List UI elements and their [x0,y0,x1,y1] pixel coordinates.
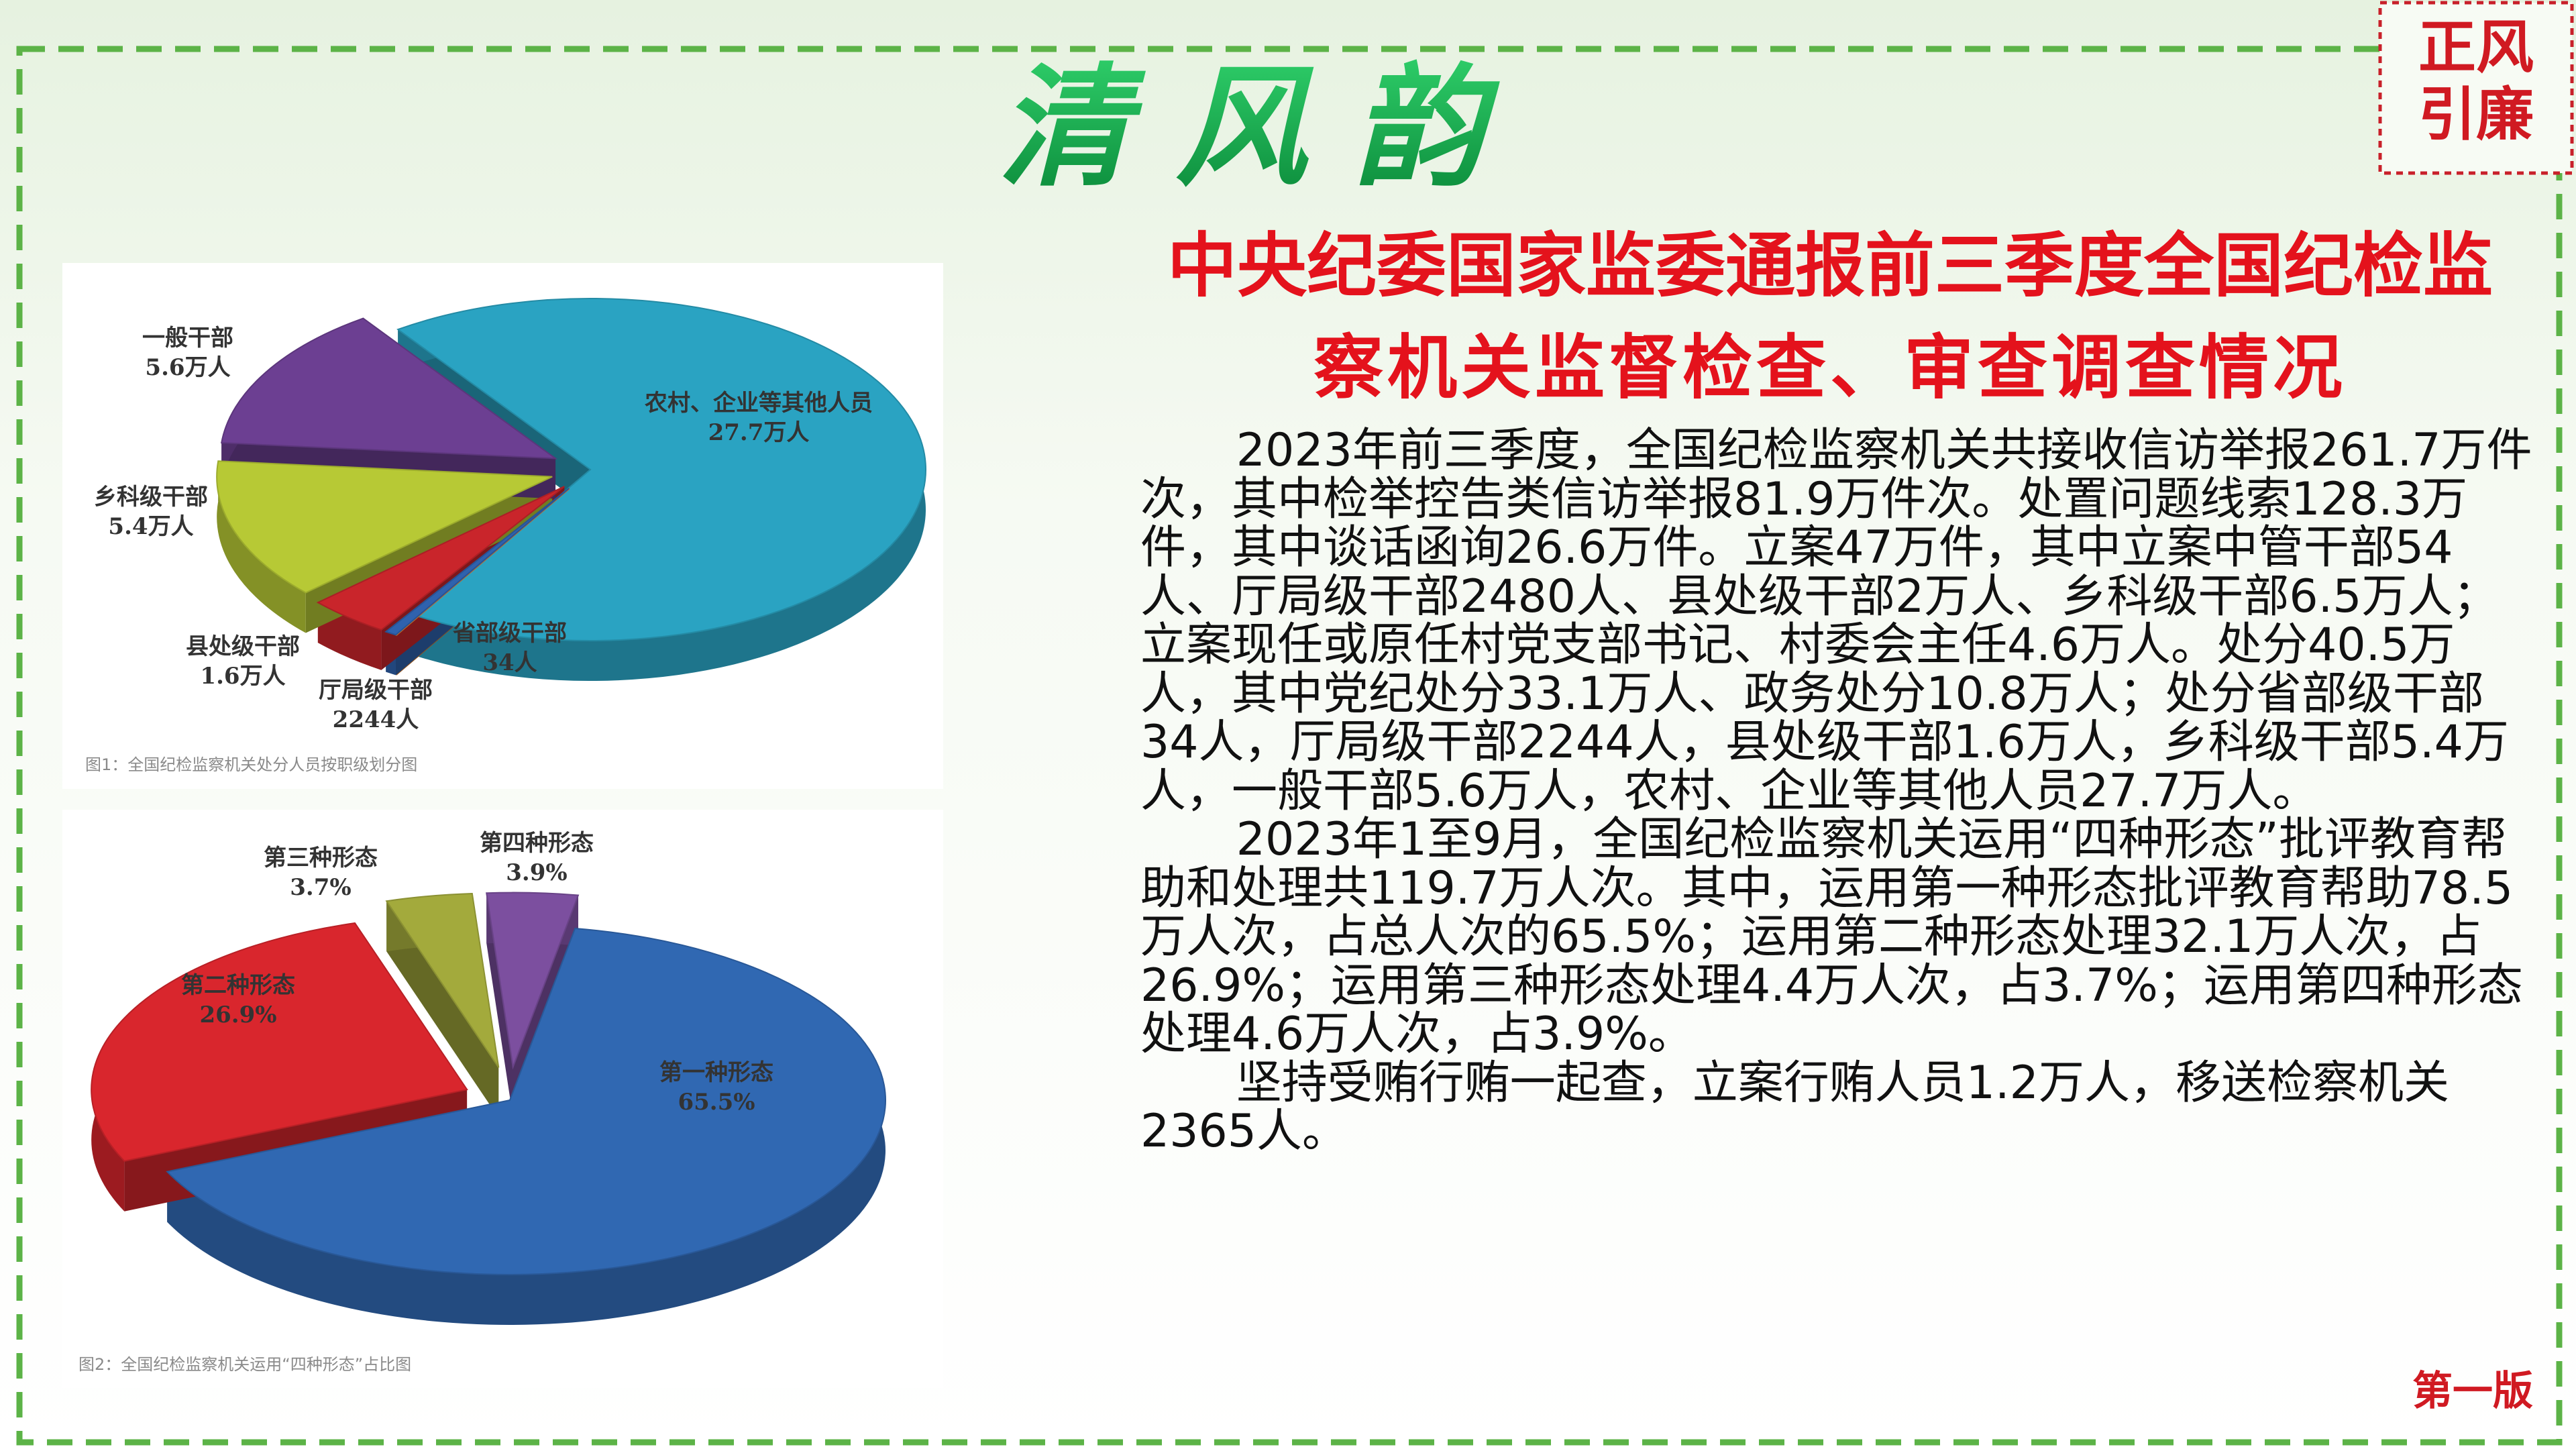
slice-name: 第三种形态 [264,845,378,871]
page-border [16,46,2563,1446]
slice-name: 一般干部 [142,325,233,352]
slice-value-label: 65.5% [678,1089,755,1116]
slice-name: 第一种形态 [659,1059,773,1086]
pie-slice [216,460,553,594]
paragraph: 2023年前三季度，全国纪检监察机关共接收信访举报261.7万件次，其中检举控告… [1140,424,2532,818]
pie-slice [396,298,926,641]
slice-name: 县处级干部 [186,633,300,660]
edition-label: 第一版 [2412,1368,2533,1415]
pie-slice [91,922,468,1162]
slice-name: 厅局级干部 [319,677,433,704]
slice-value-label: 5.4万人 [108,513,193,540]
slice-wall [486,893,578,1118]
slice-name: 第四种形态 [480,830,594,857]
slice-side [217,461,306,633]
slice-value-label: 3.7% [290,874,351,901]
stamp-text: 引廉 [2418,80,2534,148]
slice-wall [221,318,556,499]
headline: 中央纪委国家监委通报前三季度全国纪检监 [1167,224,2493,307]
pie-slice [384,488,570,636]
slice-value-label: 27.7万人 [708,419,810,446]
slice-value-label: 3.9% [506,859,567,886]
pie-slice [221,317,558,460]
pie-slice [316,486,565,631]
slice-value-label: 26.9% [199,1002,276,1028]
page-title: 清 风 韵 [998,50,1500,205]
slice-value-label: 1.6万人 [200,663,285,690]
slice-wall [386,894,499,1118]
slice-value-label: 2244人 [333,706,419,733]
slice-name: 农村、企业等其他人员 [645,390,873,417]
slice-name: 乡科级干部 [94,484,208,511]
slice-name: 省部级干部 [453,620,567,647]
pie-slice [385,892,500,1068]
slice-name: 第二种形态 [181,972,295,999]
slice-value-label: 34人 [482,649,537,676]
paragraph: 2023年1至9月，全国纪检监察机关运用“四种形态”批评教育帮助和处理共119.… [1140,813,2523,1061]
slice-value-label: 5.6万人 [145,354,230,381]
figure-caption: 图2：全国纪检监察机关运用“四种形态”占比图 [78,1355,411,1374]
stamp-box [2378,1,2574,175]
pie-slice [166,927,886,1275]
headline: 察机关监督检查、审查调查情况 [1313,326,2347,409]
pie-slice [486,892,580,1070]
stamp-text: 正风 [2418,13,2534,81]
figure-caption: 图1：全国纪检监察机关处分人员按职级划分图 [85,755,417,774]
article-body: 2023年前三季度，全国纪检监察机关共接收信访举报261.7万件次，其中检举控告… [1140,424,2536,1158]
paragraph: 坚持受贿行贿一起查，立案行贿人员1.2万人，移送检察机关2365人。 [1140,1056,2449,1158]
